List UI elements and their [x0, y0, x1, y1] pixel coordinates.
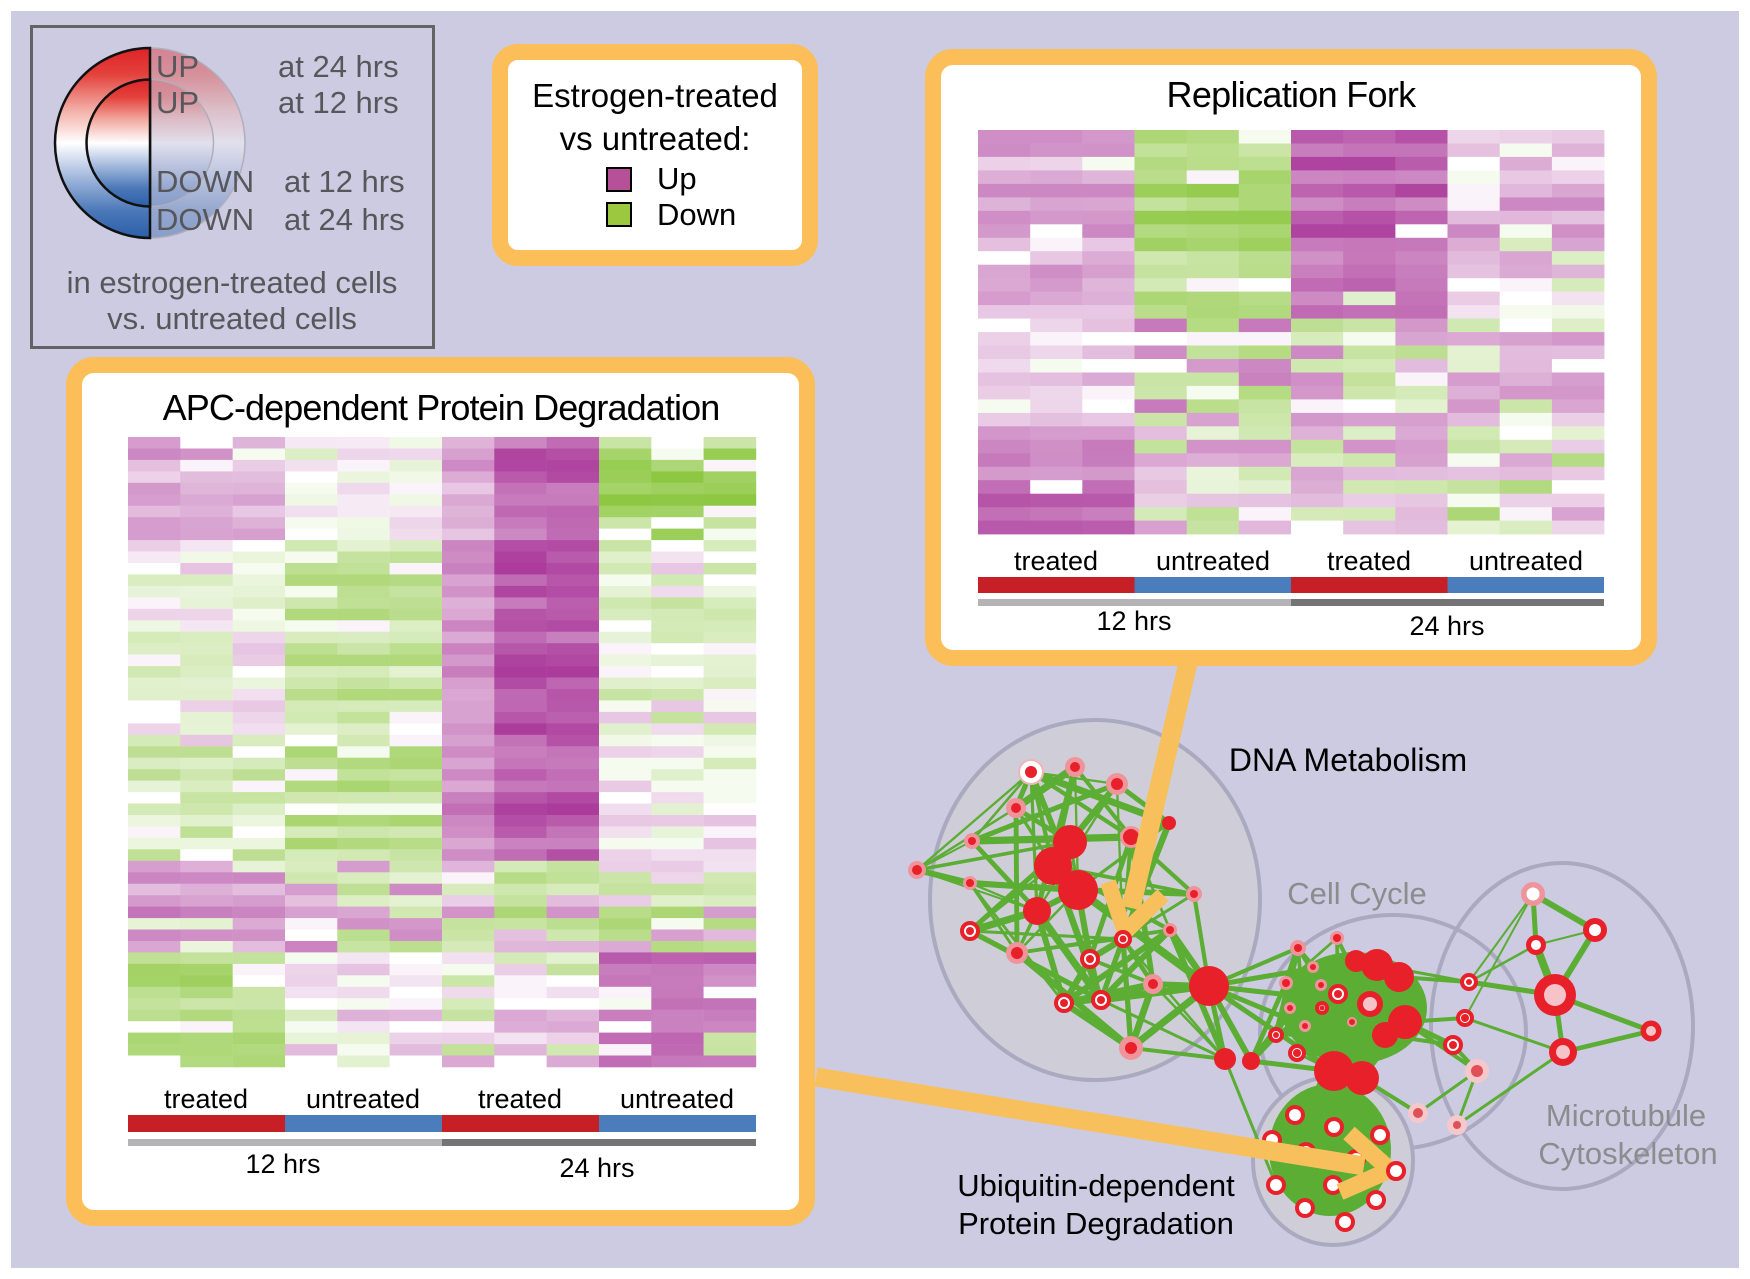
- svg-text:at 12 hrs: at 12 hrs: [284, 164, 405, 199]
- svg-text:DOWN: DOWN: [156, 164, 254, 199]
- svg-text:at 24 hrs: at 24 hrs: [278, 49, 399, 84]
- svg-text:untreated: untreated: [1469, 546, 1583, 576]
- svg-text:vs. untreated cells: vs. untreated cells: [107, 301, 357, 336]
- svg-text:DOWN: DOWN: [156, 202, 254, 237]
- svg-text:treated: treated: [1014, 546, 1098, 576]
- svg-text:12 hrs: 12 hrs: [245, 1149, 320, 1179]
- svg-text:Down: Down: [657, 197, 736, 232]
- svg-text:Up: Up: [657, 161, 697, 196]
- svg-text:24 hrs: 24 hrs: [559, 1153, 634, 1183]
- svg-text:Microtubule: Microtubule: [1546, 1098, 1706, 1133]
- svg-text:treated: treated: [164, 1084, 248, 1114]
- svg-text:treated: treated: [478, 1084, 562, 1114]
- svg-text:at 24 hrs: at 24 hrs: [284, 202, 405, 237]
- svg-text:untreated: untreated: [306, 1084, 420, 1114]
- svg-text:24 hrs: 24 hrs: [1409, 611, 1484, 641]
- svg-text:Cytoskeleton: Cytoskeleton: [1538, 1136, 1717, 1171]
- svg-text:DNA Metabolism: DNA Metabolism: [1229, 742, 1467, 778]
- svg-text:treated: treated: [1327, 546, 1411, 576]
- svg-text:Replication Fork: Replication Fork: [1167, 74, 1418, 115]
- svg-text:vs untreated:: vs untreated:: [560, 120, 751, 157]
- svg-text:untreated: untreated: [1156, 546, 1270, 576]
- svg-text:Cell Cycle: Cell Cycle: [1287, 876, 1427, 911]
- svg-text:Protein Degradation: Protein Degradation: [958, 1206, 1234, 1241]
- svg-text:12 hrs: 12 hrs: [1096, 606, 1171, 636]
- svg-text:in estrogen-treated cells: in estrogen-treated cells: [67, 265, 398, 300]
- svg-text:UP: UP: [156, 49, 199, 84]
- svg-text:UP: UP: [156, 85, 199, 120]
- svg-text:Ubiquitin-dependent: Ubiquitin-dependent: [957, 1168, 1235, 1203]
- svg-text:untreated: untreated: [620, 1084, 734, 1114]
- svg-text:Estrogen-treated: Estrogen-treated: [532, 77, 778, 114]
- svg-text:APC-dependent Protein Degradat: APC-dependent Protein Degradation: [163, 387, 720, 428]
- svg-text:at 12 hrs: at 12 hrs: [278, 85, 399, 120]
